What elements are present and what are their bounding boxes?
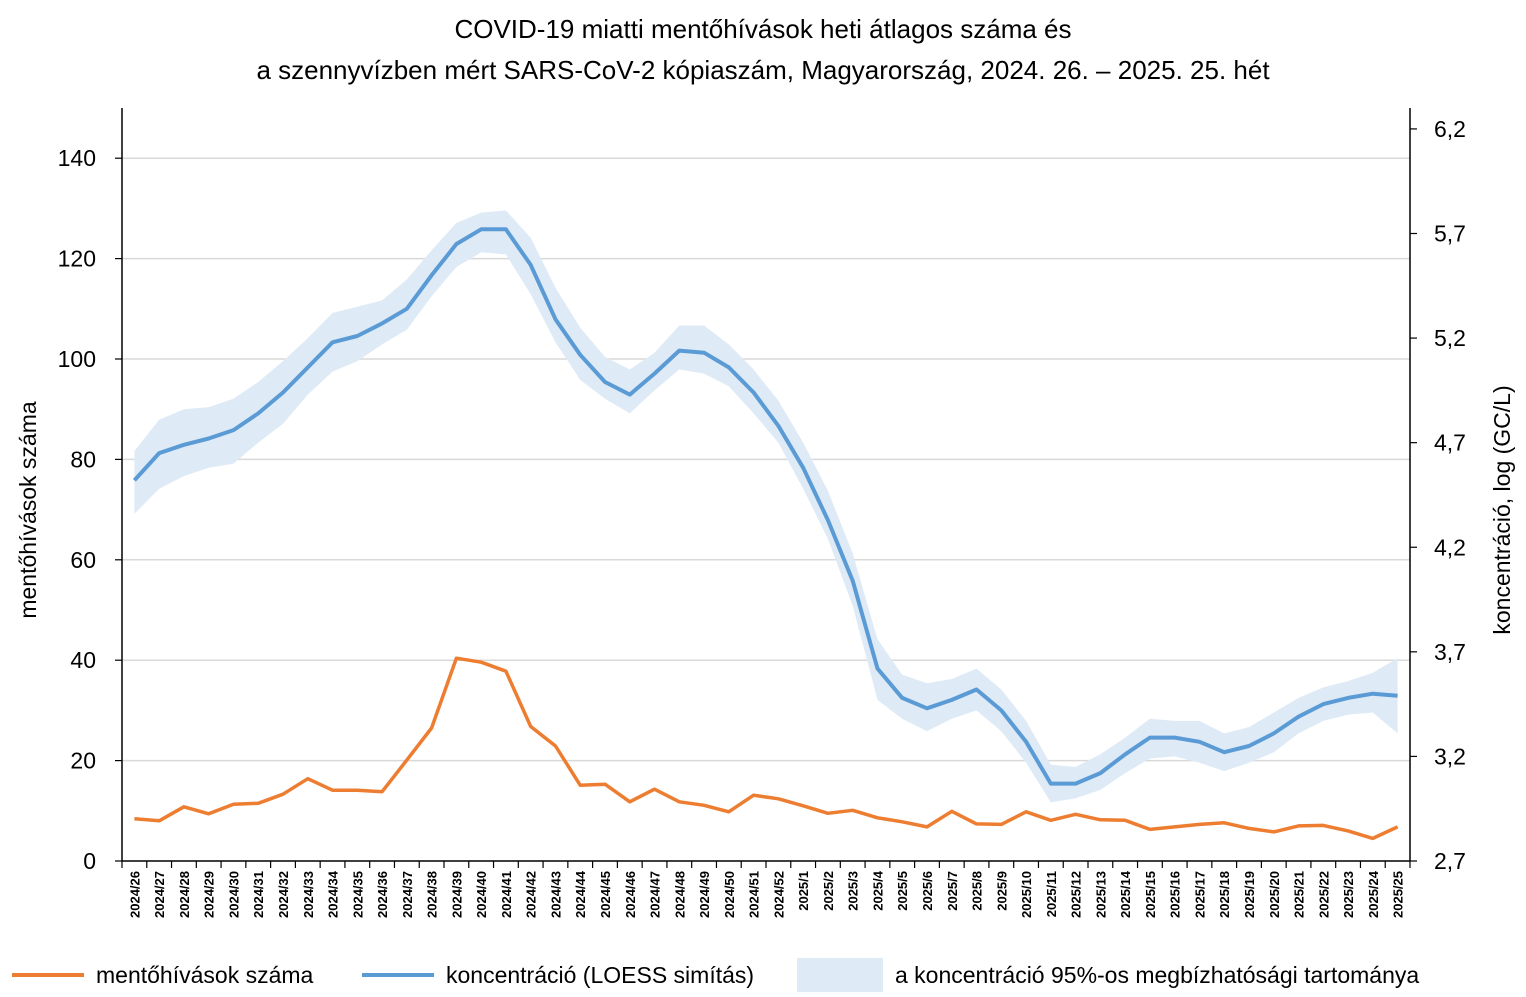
x-tick-labels: 2024/26 2024/27 2024/28 2024/29 2024/30 2024/… [127, 870, 1405, 918]
legend-concentration-swatch [362, 973, 434, 977]
x-tick-label: 2024/39 [449, 871, 464, 918]
confidence-band-area [134, 210, 1398, 803]
x-tick-label: 2024/34 [326, 870, 341, 918]
x-tick-label: 2025/24 [1366, 870, 1381, 918]
x-tick-label: 2024/48 [672, 871, 687, 918]
legend-concentration-label: koncentráció (LOESS simítás) [446, 961, 755, 988]
x-tick-label: 2025/4 [870, 870, 885, 911]
left-y-tick-label: 80 [70, 446, 96, 472]
x-tick-label: 2025/8 [970, 871, 985, 911]
right-y-tick-label: 4,2 [1434, 534, 1466, 560]
x-tick-label: 2024/44 [573, 870, 588, 918]
right-y-tick-labels: 2,7 3,2 3,7 4,2 4,7 5,2 5,7 6,2 [1434, 116, 1466, 874]
x-tick-label: 2025/18 [1217, 871, 1232, 918]
x-tick-label: 2024/46 [623, 871, 638, 918]
concentration-line [132, 227, 1398, 786]
x-tick-label: 2025/3 [846, 871, 861, 911]
x-tick-label: 2025/6 [920, 871, 935, 911]
x-tick-label: 2025/1 [796, 871, 811, 911]
x-tick-label: 2024/47 [648, 871, 663, 918]
x-tick-label: 2025/17 [1192, 871, 1207, 918]
axes [115, 108, 1417, 868]
x-tick-label: 2025/14 [1118, 870, 1133, 918]
legend: mentőhívások száma koncentráció (LOESS s… [0, 958, 1526, 992]
chart-title-line-1: COVID-19 miatti mentőhívások heti átlago… [454, 14, 1072, 44]
right-y-tick-label: 5,7 [1434, 221, 1466, 247]
chart-title-line-2: a szennyvízben mért SARS-CoV-2 kópiaszám… [256, 55, 1270, 85]
x-tick-label: 2024/51 [747, 871, 762, 918]
right-y-tick-label: 3,7 [1434, 639, 1466, 665]
right-y-tick-label: 2,7 [1434, 848, 1466, 874]
x-tick-label: 2024/50 [722, 871, 737, 918]
x-tick-label: 2025/20 [1267, 871, 1282, 918]
x-tick-label: 2025/21 [1292, 871, 1307, 918]
left-y-tick-label: 20 [70, 748, 96, 774]
legend-item-concentration: koncentráció (LOESS simítás) [362, 958, 754, 992]
legend-calls-label: mentőhívások száma [96, 961, 314, 988]
x-tick-label: 2025/10 [1019, 871, 1034, 918]
x-tick-label: 2024/31 [251, 871, 266, 918]
x-tick-label: 2025/19 [1242, 871, 1257, 918]
x-tick-label: 2024/40 [474, 871, 489, 918]
legend-band-swatch [797, 958, 883, 992]
legend-item-calls: mentőhívások száma [12, 958, 313, 992]
x-tick-label: 2025/7 [945, 871, 960, 911]
x-tick-label: 2025/25 [1391, 871, 1406, 918]
right-y-tick-label: 5,2 [1434, 325, 1466, 351]
x-tick-label: 2024/41 [499, 871, 514, 918]
x-tick-label: 2025/9 [994, 871, 1009, 911]
x-tick-label: 2024/27 [152, 871, 167, 918]
x-tick-label: 2024/29 [202, 871, 217, 918]
left-y-tick-label: 140 [58, 145, 96, 171]
x-tick-label: 2024/37 [400, 871, 415, 918]
x-tick-label: 2025/22 [1316, 871, 1331, 918]
right-y-tick-label: 3,2 [1434, 743, 1466, 769]
right-y-tick-label: 6,2 [1434, 116, 1466, 142]
grid-lines [122, 157, 1410, 762]
legend-band-label: a koncentráció 95%-os megbízhatósági tar… [895, 961, 1420, 988]
left-y-tick-labels: 0 20 40 60 80 100 120 140 [58, 145, 96, 874]
left-y-tick-label: 40 [70, 647, 96, 673]
x-tick-label: 2024/32 [276, 871, 291, 918]
x-tick-label: 2024/49 [697, 871, 712, 918]
x-tick-label: 2024/38 [425, 871, 440, 918]
left-y-tick-label: 0 [83, 848, 96, 874]
right-axis-title: koncentráció, log (GC/L) [1489, 385, 1515, 634]
x-tick-label: 2025/23 [1341, 871, 1356, 918]
x-tick-label: 2025/11 [1044, 871, 1059, 917]
x-tick-label: 2024/43 [548, 871, 563, 918]
x-tick-label: 2024/52 [771, 871, 786, 918]
x-tick-label: 2025/15 [1143, 871, 1158, 918]
x-tick-label: 2025/13 [1093, 871, 1108, 918]
legend-item-band: a koncentráció 95%-os megbízhatósági tar… [797, 958, 1419, 992]
x-tick-label: 2025/5 [895, 871, 910, 911]
right-y-tick-label: 4,7 [1434, 430, 1466, 456]
x-tick-label: 2025/2 [821, 871, 836, 911]
x-tick-label: 2024/33 [301, 871, 316, 918]
x-tick-label: 2024/28 [177, 871, 192, 918]
left-axis-title: mentőhívások száma [15, 401, 41, 619]
left-y-tick-label: 120 [58, 246, 96, 272]
legend-calls-swatch [12, 973, 84, 977]
x-tick-label: 2024/35 [350, 871, 365, 918]
calls-line [134, 656, 1399, 841]
x-tick-label: 2024/26 [127, 871, 142, 918]
x-tick-label: 2024/36 [375, 871, 390, 918]
x-tick-label: 2025/12 [1069, 871, 1084, 918]
x-tick-label: 2024/30 [226, 871, 241, 918]
x-tick-label: 2024/42 [524, 871, 539, 918]
left-y-tick-label: 100 [58, 346, 96, 372]
left-y-tick-label: 60 [70, 547, 96, 573]
x-tick-label: 2024/45 [598, 871, 613, 918]
x-tick-label: 2025/16 [1168, 871, 1183, 918]
